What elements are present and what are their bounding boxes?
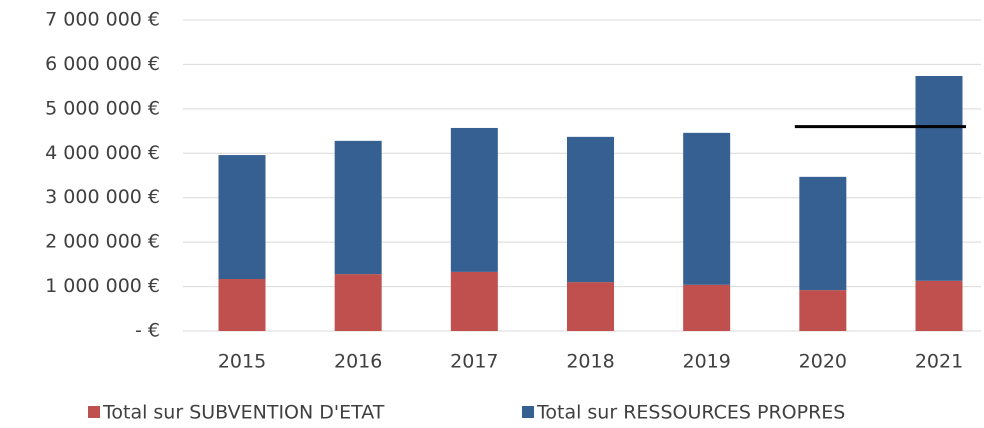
bar xyxy=(218,279,266,331)
y-tick-label: 1 000 000 € xyxy=(45,275,160,297)
y-tick-label: 3 000 000 € xyxy=(45,186,160,208)
x-tick-label: 2021 xyxy=(915,351,963,373)
bar xyxy=(334,274,382,331)
legend-label: Total sur RESSOURCES PROPRES xyxy=(536,402,845,424)
y-tick-label: 2 000 000 € xyxy=(45,231,160,253)
x-tick-label: 2020 xyxy=(799,351,847,373)
y-tick-label: 6 000 000 € xyxy=(45,53,160,75)
bar xyxy=(799,176,847,291)
bar xyxy=(915,75,963,281)
y-tick-label: 7 000 000 € xyxy=(45,9,160,31)
bar xyxy=(567,136,614,283)
x-tick-label: 2017 xyxy=(450,351,498,373)
legend-swatch xyxy=(88,406,100,418)
bar xyxy=(683,284,731,331)
bar xyxy=(450,271,498,331)
legend-swatch xyxy=(522,406,534,418)
bar xyxy=(567,282,614,331)
y-tick-label: - € xyxy=(135,320,160,342)
x-tick-label: 2019 xyxy=(682,351,730,373)
bar xyxy=(799,290,847,331)
bar xyxy=(334,140,382,275)
bar xyxy=(683,132,731,285)
y-tick-label: 4 000 000 € xyxy=(45,142,160,164)
bar xyxy=(450,127,498,272)
x-tick-label: 2015 xyxy=(218,351,266,373)
bar xyxy=(915,280,963,331)
x-tick-label: 2018 xyxy=(566,351,614,373)
x-tick-label: 2016 xyxy=(334,351,382,373)
bar xyxy=(218,155,266,280)
y-tick-label: 5 000 000 € xyxy=(45,97,160,119)
legend-label: Total sur SUBVENTION D'ETAT xyxy=(102,402,385,424)
